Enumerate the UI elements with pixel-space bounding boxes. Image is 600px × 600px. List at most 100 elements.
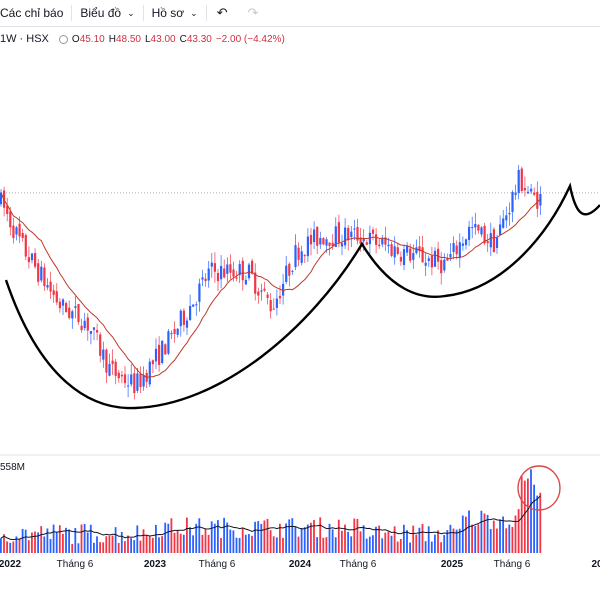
- candle-body: [455, 245, 458, 255]
- undo-icon[interactable]: ↶: [216, 5, 228, 20]
- volume-bar: [223, 517, 225, 553]
- volume-bar: [133, 540, 136, 553]
- candle-body: [375, 234, 378, 245]
- candle-body: [468, 226, 471, 240]
- volume-bar: [517, 509, 520, 553]
- candle-body: [229, 264, 232, 273]
- candle-body: [282, 283, 285, 296]
- volume-bar: [210, 521, 213, 553]
- volume-bar: [58, 525, 61, 553]
- volume-bar: [396, 541, 399, 553]
- volume-bar: [288, 519, 291, 553]
- candle-body: [297, 247, 300, 260]
- volume-bar: [3, 534, 5, 553]
- volume-bar: [508, 524, 511, 553]
- candle-body: [164, 344, 167, 355]
- candle-body: [37, 263, 40, 282]
- candle-body: [241, 260, 244, 281]
- candle-body: [254, 272, 257, 294]
- volume-bar: [465, 516, 467, 553]
- volume-bar: [117, 542, 120, 553]
- candle-body: [353, 228, 356, 230]
- candle-body: [65, 303, 68, 312]
- candle-body: [415, 247, 418, 254]
- indicators-button[interactable]: Các chỉ báo: [0, 0, 71, 26]
- volume-bar: [155, 524, 157, 553]
- candle-body: [288, 263, 291, 276]
- candle-body: [359, 237, 362, 245]
- candle-body: [477, 224, 480, 231]
- candle-body: [514, 192, 517, 195]
- volume-bar: [34, 531, 36, 553]
- candle-body: [427, 258, 430, 261]
- candle-body: [499, 224, 502, 235]
- candle-body: [139, 373, 142, 388]
- volume-bar: [24, 529, 27, 553]
- volume-bar: [316, 537, 318, 553]
- close-key: C: [179, 33, 187, 45]
- candle-body: [257, 291, 260, 296]
- low-key: L: [144, 33, 151, 45]
- candle-body: [27, 257, 30, 263]
- symbol-label[interactable]: 1W · HSX: [0, 33, 49, 45]
- volume-bar: [496, 528, 498, 553]
- redo-icon: ↷: [247, 5, 259, 20]
- volume-bar: [244, 534, 247, 553]
- x-axis-tick-label: 2024: [288, 559, 312, 570]
- candle-body: [520, 168, 523, 191]
- volume-bar: [248, 534, 250, 553]
- candle-body: [185, 320, 189, 328]
- volume-bar: [27, 540, 30, 553]
- candle-body: [74, 306, 77, 308]
- candle-body: [43, 267, 46, 287]
- volume-bar: [173, 532, 176, 553]
- ohlc-legend: 1W · HSX O 45.10 H 48.50 L 43.00 C 43.30…: [0, 30, 289, 48]
- candle-body: [123, 374, 127, 384]
- candle-body: [12, 225, 15, 239]
- volume-bar: [437, 530, 439, 553]
- candle-body: [526, 191, 530, 194]
- volume-bar: [418, 527, 421, 553]
- candle-body: [195, 304, 198, 306]
- candle-body: [238, 264, 241, 276]
- candle-body: [356, 226, 359, 241]
- volume-bar: [536, 495, 539, 553]
- candle-body: [30, 253, 34, 261]
- candle-body: [89, 331, 92, 334]
- candle-body: [151, 360, 154, 365]
- volume-bar: [105, 536, 108, 553]
- volume-bar: [127, 535, 129, 553]
- candle-body: [9, 211, 12, 228]
- volume-bar: [359, 531, 362, 553]
- volume-bar: [378, 525, 380, 553]
- chevron-down-icon: ⌄: [190, 7, 198, 18]
- volume-bar: [337, 519, 340, 553]
- volume-bar: [275, 537, 278, 553]
- volume-bar: [120, 531, 123, 553]
- close-value: 43.30: [186, 33, 212, 45]
- toolbar-divider: [71, 5, 73, 21]
- candle-body: [133, 373, 136, 394]
- volume-bar: [499, 519, 501, 553]
- volume-bar: [353, 518, 356, 553]
- volume-bar: [356, 518, 359, 553]
- volume-bar: [145, 534, 148, 553]
- candle-body: [247, 264, 251, 279]
- candle-body: [412, 253, 415, 260]
- candle-body: [77, 304, 80, 323]
- candle-body: [0, 192, 3, 205]
- candle-body: [244, 279, 247, 285]
- volume-bar: [158, 537, 160, 553]
- profile-menu-button[interactable]: Hồ sơ ⌄: [144, 0, 206, 26]
- candle-body: [347, 227, 350, 241]
- candle-body: [278, 295, 282, 299]
- candle-body: [170, 333, 173, 335]
- low-value: 43.00: [150, 33, 176, 45]
- candle-body: [216, 272, 220, 282]
- volume-bar: [108, 535, 111, 553]
- chart-menu-button[interactable]: Biểu đồ ⌄: [72, 0, 142, 26]
- visibility-dot-icon[interactable]: [58, 34, 68, 44]
- candle-body: [319, 237, 322, 245]
- candle-body: [173, 328, 176, 334]
